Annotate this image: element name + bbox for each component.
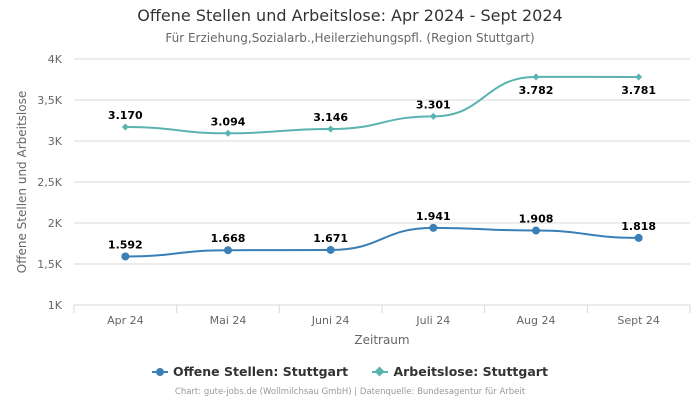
y-tick-label: 3,5K [37, 94, 62, 107]
data-label: 1.908 [519, 213, 554, 226]
y-tick-label: 2K [48, 217, 63, 230]
chart-subtitle: Für Erziehung,Sozialarb.,Heilerziehungsp… [165, 31, 535, 45]
series-line [125, 226, 639, 258]
data-label: 3.781 [621, 84, 656, 97]
y-tick-label: 1K [48, 299, 63, 312]
data-label: 1.818 [621, 220, 656, 233]
x-tick-label: Juni 24 [311, 314, 350, 327]
x-tick-label: Apr 24 [107, 314, 144, 327]
data-point [532, 226, 540, 235]
data-label: 1.592 [108, 238, 143, 251]
legend-label: Offene Stellen: Stuttgart [173, 364, 349, 379]
legend-label: Arbeitslose: Stuttgart [393, 364, 548, 379]
data-label: 3.094 [211, 115, 246, 128]
data-label: 1.941 [416, 210, 451, 223]
y-tick-label: 2,5K [37, 176, 62, 189]
data-point [224, 129, 232, 137]
series-line [125, 75, 639, 135]
data-label: 3.146 [313, 111, 348, 124]
x-tick-label: Sept 24 [617, 314, 660, 327]
y-tick-label: 1,5K [37, 258, 62, 271]
legend-swatch-diamond-icon [372, 366, 389, 378]
y-tick-label: 4K [48, 53, 63, 66]
legend-item-offene-stellen[interactable]: Offene Stellen: Stuttgart [152, 364, 348, 379]
x-tick-label: Mai 24 [210, 314, 247, 327]
chart-title: Offene Stellen und Arbeitslose: Apr 2024… [137, 6, 563, 25]
chart-credits: Chart: gute-jobs.de (Wollmilchsau GmbH) … [174, 387, 526, 397]
data-point [327, 125, 335, 133]
data-label: 1.668 [211, 232, 246, 245]
data-point [634, 233, 643, 242]
data-label: 3.782 [519, 84, 554, 97]
chart-legend: Offene Stellen: Stuttgart Arbeitslose: S… [0, 364, 700, 381]
data-point [429, 223, 438, 232]
data-label: 3.170 [108, 109, 143, 122]
data-point [635, 73, 643, 81]
x-tick-label: Juli 24 [415, 314, 450, 327]
data-point [121, 123, 129, 131]
legend-swatch-circle-icon [152, 366, 169, 378]
line-chart: 1K 1,5K 2K 2,5K 3K 3,5K 4K Apr 24 Mai 24 Juni 24 J… [15, 53, 691, 347]
data-label: 3.301 [416, 98, 451, 111]
data-point [532, 73, 540, 81]
x-axis-title: Zeitraum [354, 333, 409, 347]
y-axis-title: Offene Stellen und Arbeitslose [15, 91, 29, 273]
data-point [326, 245, 335, 254]
legend-item-arbeitslose[interactable]: Arbeitslose: Stuttgart [372, 364, 548, 379]
y-tick-label: 3K [48, 135, 63, 148]
data-point [224, 246, 232, 255]
data-point [429, 112, 437, 120]
data-point [121, 252, 130, 261]
data-label: 1.671 [313, 232, 348, 245]
x-tick-label: Aug 24 [517, 314, 556, 327]
